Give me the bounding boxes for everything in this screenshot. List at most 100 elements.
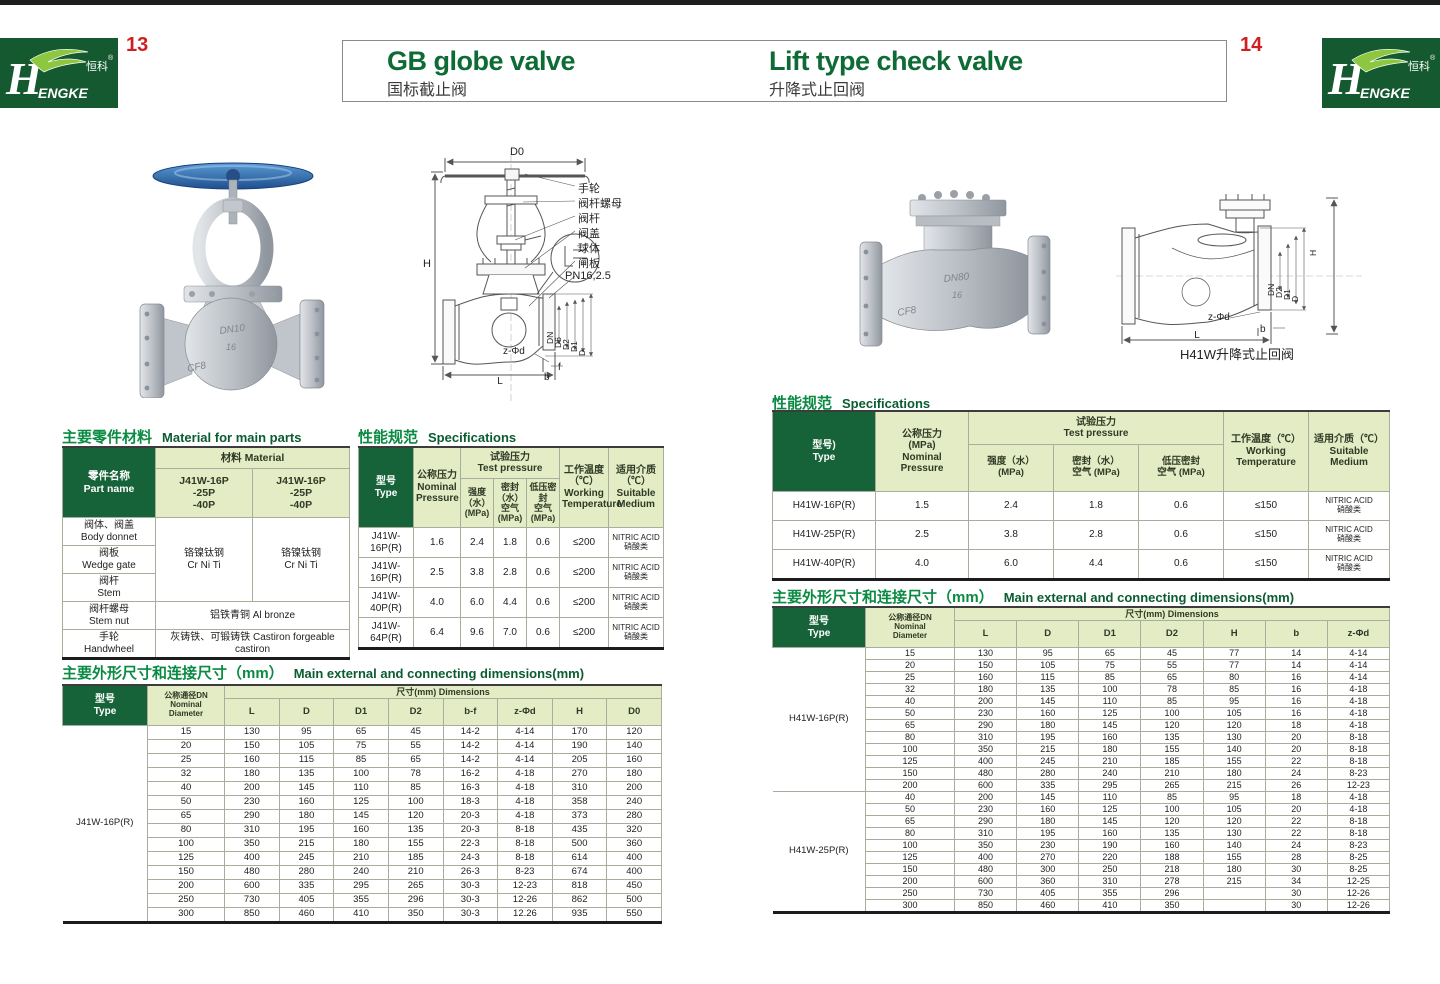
dim-cell: 20-3 <box>442 823 499 838</box>
section-title-cn: 性能规范 <box>772 395 833 412</box>
dim-cell: 130 <box>953 647 1018 660</box>
dim-cell: 405 <box>278 893 335 908</box>
dim-cell: 12-26 <box>1326 899 1391 913</box>
dim-cell: 14-2 <box>442 753 499 768</box>
type-header: 型号 Type <box>358 446 414 528</box>
dim-cell: 190 <box>1078 839 1142 852</box>
dim-cell: 150 <box>224 739 280 754</box>
dim-cell: 185 <box>387 851 444 866</box>
callout-bonnet: 阀盖 <box>578 228 600 240</box>
spec-cell: 0.6 <box>526 617 560 649</box>
left-title-group: GB globe valve 国标截止阀 <box>387 47 576 100</box>
nominal-pressure-header: 公称压力 Nominal Pressure <box>413 446 461 528</box>
material-header: 材料 Material <box>155 446 350 469</box>
dn-cell: 100 <box>865 743 955 756</box>
model-cell: J41W-16P(R) <box>358 557 414 588</box>
dim-label-d: D <box>577 349 587 356</box>
dim-cell: 100 <box>1140 803 1204 816</box>
material-cell: 铬镍钛钢 Cr Ni Ti <box>252 517 350 602</box>
dn-cell: 200 <box>865 779 955 792</box>
section-title-cn: 主要外形尺寸和连接尺寸（mm） <box>772 589 994 606</box>
dims-table-right: 型号 Type 公称通径DN Nominal Diameter 尺寸(mm) D… <box>772 606 1391 914</box>
dim-cell: 160 <box>1140 839 1204 852</box>
dn-cell: 125 <box>147 851 225 866</box>
dim-cell: 300 <box>1016 863 1080 876</box>
dim-cell: 120 <box>387 809 444 824</box>
dim-cell: 16 <box>1264 707 1328 720</box>
dim-cell: 265 <box>1140 779 1204 792</box>
dim-column-header: D1 <box>333 698 389 726</box>
dim-cell: 210 <box>1140 767 1204 780</box>
dim-cell: 110 <box>333 781 389 796</box>
check-valve-drawing: H DN D2 D1 D z-Φd L b <box>1112 194 1370 359</box>
spec-cell: 4.0 <box>875 549 969 580</box>
dim-cell: 14-2 <box>442 725 499 740</box>
dim-row: 32 180 135 100 78 85 16 4-18 <box>773 683 1391 696</box>
spec-cell: ≤200 <box>559 587 609 618</box>
spec-cell: 1.8 <box>1053 491 1139 521</box>
type-header: 型号 Type <box>772 606 866 648</box>
model-cell: H41W-40P(R) <box>772 549 876 580</box>
dim-cell: 16 <box>1264 695 1328 708</box>
dim-cell: 85 <box>1140 695 1204 708</box>
dn-cell: 125 <box>865 851 955 864</box>
dim-cell: 185 <box>1140 755 1204 768</box>
dim-cell: 935 <box>551 907 608 923</box>
dim-cell: 180 <box>1202 863 1266 876</box>
dim-cell: 195 <box>278 823 335 838</box>
seal-header: 密封（水） 空气 (MPa) <box>1053 444 1139 492</box>
dim-cell: 65 <box>333 725 389 740</box>
dim-cell: 280 <box>606 809 662 824</box>
dim-cell: 215 <box>1202 779 1266 792</box>
dim-cell: 115 <box>1016 671 1080 684</box>
dim-cell: 200 <box>953 695 1018 708</box>
dim-cell: 95 <box>1202 791 1266 804</box>
model-cell: J41W-40P(R) <box>358 587 414 618</box>
dim-row: 125 400 270 220 188 155 28 8-25 <box>773 851 1391 864</box>
dim-cell: 30 <box>1264 887 1328 900</box>
dim-cell: 160 <box>1078 731 1142 744</box>
dim-cell: 290 <box>953 719 1018 732</box>
dims-section-title-right: 主要外形尺寸和连接尺寸（mm） Main external and connect… <box>772 586 1294 607</box>
dim-cell: 155 <box>387 837 444 852</box>
callout-stem: 阀杆 <box>578 213 600 225</box>
dim-cell: 180 <box>1016 719 1080 732</box>
dim-row: 50 230 160 125 100 105 16 4-18 <box>773 707 1391 720</box>
dim-cell: 358 <box>551 795 608 810</box>
dim-cell: 75 <box>1078 659 1142 672</box>
dim-cell: 188 <box>1140 851 1204 864</box>
dim-row: 125 400 245 210 185 155 22 8-18 <box>773 755 1391 768</box>
photo-mark-dn: DN80 <box>943 271 970 285</box>
dim-row: 200 600 360 310 278 215 34 12-25 <box>773 875 1391 888</box>
dn-cell: 200 <box>865 875 955 888</box>
spec-row: H41W-16P(R) 1.5 2.4 1.8 0.6 ≤150 NITRIC ACID 硝… <box>772 491 1390 521</box>
dim-cell: 4-18 <box>1326 719 1391 732</box>
dim-cell: 78 <box>387 767 444 782</box>
dim-column-header: H <box>551 698 608 726</box>
spec-cell: ≤200 <box>559 557 609 588</box>
dim-row: 150 480 300 250 218 180 30 8-25 <box>773 863 1391 876</box>
dim-label-f: f <box>558 362 561 373</box>
dim-cell: 125 <box>1078 803 1142 816</box>
medium-header: 适用介质 （℃） Suitable Medium <box>608 446 664 528</box>
dim-cell: 270 <box>551 767 608 782</box>
dim-cell: 145 <box>333 809 389 824</box>
dim-label-b: b <box>1260 324 1266 335</box>
material-table: 零件名称 Part name 材料 Material J41W-16P -25P… <box>62 446 350 660</box>
dim-cell: 8-18 <box>1326 743 1391 756</box>
dim-cell: 240 <box>333 865 389 880</box>
dim-cell: 195 <box>1016 827 1080 840</box>
dim-cell: 20 <box>1264 731 1328 744</box>
dim-cell: 350 <box>224 837 280 852</box>
dim-cell: 220 <box>1078 851 1142 864</box>
spec-cell: 1.5 <box>875 491 969 521</box>
spec-row: J41W-16P(R) 2.5 3.8 2.8 0.6 ≤200 NITRIC ACID 硝… <box>358 557 664 588</box>
dim-cell: 614 <box>551 851 608 866</box>
dim-row: H41W-16P(R) 15 130 95 65 45 77 14 4-14 <box>772 647 1391 792</box>
dim-label-l: L <box>1194 330 1200 341</box>
dim-cell: 400 <box>953 755 1018 768</box>
dim-cell <box>1202 887 1266 900</box>
dn-cell: 50 <box>147 795 225 810</box>
svg-text:恒科: 恒科 <box>1408 59 1430 73</box>
dim-cell: 85 <box>1078 671 1142 684</box>
